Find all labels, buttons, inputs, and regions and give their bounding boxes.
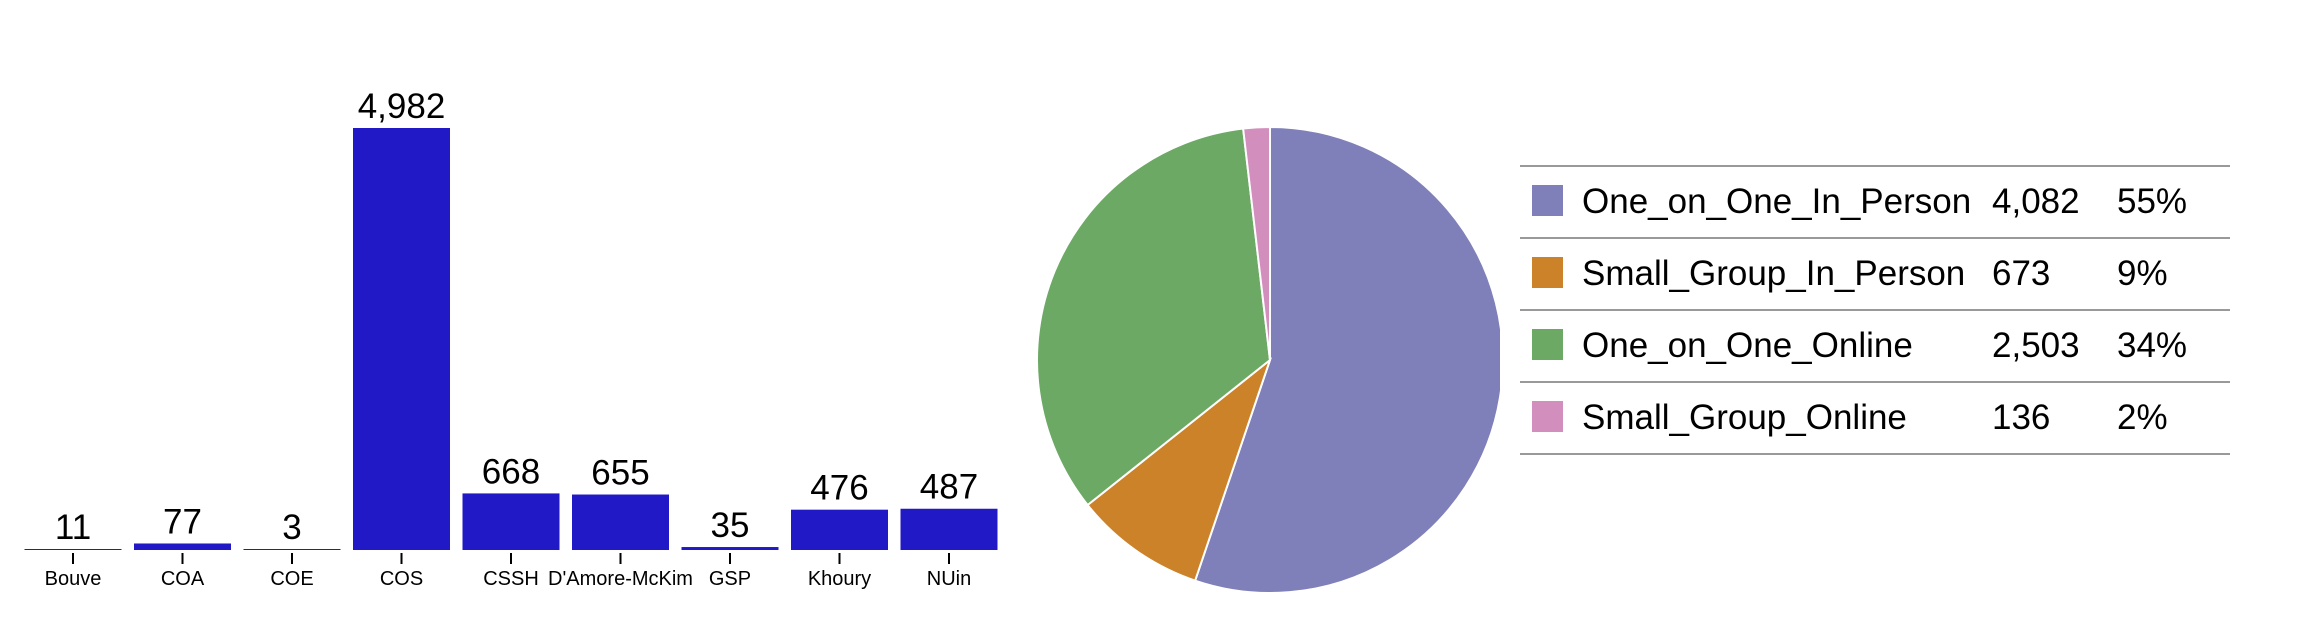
legend-value: 136 [1992, 381, 2117, 455]
x-tick-label: COS [380, 568, 423, 590]
x-tick-label: COA [161, 568, 205, 590]
pie-slice [1242, 125, 1271, 361]
bar-value-label: 3 [282, 508, 301, 547]
x-tick-label: GSP [709, 568, 751, 590]
legend-swatch [1532, 257, 1563, 289]
bar [572, 494, 669, 550]
legend-row: Small_Group_Online 136 2% [1520, 381, 2230, 455]
bar-value-label: 11 [55, 508, 91, 547]
bar-chart: 11 Bouve 77 COA 3 COE 4,982 COS 668 CSSH 655 D'Amor… [24, 87, 998, 590]
bar-value-label: 668 [482, 452, 540, 491]
pie-slice [1086, 357, 1273, 582]
bar-value-label: 655 [591, 454, 649, 493]
bar [134, 543, 231, 550]
legend-row: One_on_One_Online 2,503 34% [1520, 309, 2230, 382]
bar [791, 509, 888, 550]
pie-slice [1193, 125, 1500, 594]
legend-row: One_on_One_In_Person 4,082 55% [1520, 165, 2230, 238]
x-tick-label: COE [270, 568, 313, 590]
legend-label: One_on_One_Online [1582, 309, 1992, 382]
legend-percent: 2% [2117, 381, 2230, 455]
bar-value-label: 77 [163, 502, 202, 541]
x-tick-label: CSSH [483, 568, 539, 590]
legend-label: Small_Group_In_Person [1582, 237, 1992, 310]
bar-value-label: 476 [810, 469, 868, 508]
legend-swatch [1532, 329, 1563, 361]
bar-value-label: 4,982 [358, 87, 446, 126]
pie-slice [1036, 127, 1272, 507]
x-tick-label: D'Amore-McKim [548, 568, 693, 590]
legend-swatch [1532, 401, 1563, 433]
legend-value: 2,503 [1992, 309, 2117, 382]
pie-legend: One_on_One_In_Person 4,082 55% Small_Gro… [1520, 165, 2230, 455]
bar-value-label: 487 [920, 468, 978, 507]
legend-swatch [1532, 185, 1563, 217]
legend-label: One_on_One_In_Person [1582, 165, 1992, 238]
legend-value: 673 [1992, 237, 2117, 310]
bar-value-label: 35 [711, 506, 750, 545]
pie-chart [1036, 125, 1500, 594]
x-tick-label: Bouve [45, 568, 102, 590]
legend-value: 4,082 [1992, 165, 2117, 238]
legend-label: Small_Group_Online [1582, 381, 1992, 455]
legend-percent: 9% [2117, 237, 2230, 310]
legend-row: Small_Group_In_Person 673 9% [1520, 237, 2230, 310]
bar [353, 128, 450, 550]
legend-percent: 55% [2117, 165, 2230, 238]
bar [462, 493, 560, 550]
x-tick-label: Khoury [808, 568, 871, 590]
legend-percent: 34% [2117, 309, 2230, 382]
bar [24, 549, 122, 550]
x-tick-label: NUin [927, 568, 971, 590]
bar [900, 508, 998, 550]
bar [243, 549, 341, 550]
bar [681, 547, 779, 550]
